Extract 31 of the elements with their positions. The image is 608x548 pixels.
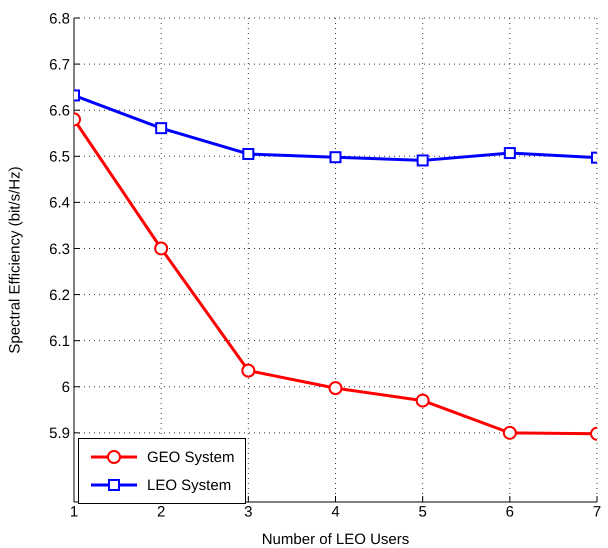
point: [416, 394, 430, 408]
y-tick-label: 6.7: [49, 56, 70, 74]
legend-label: GEO System: [147, 448, 235, 466]
point: [154, 241, 168, 256]
x-tick-label: 2: [156, 504, 166, 521]
x-tick-label: 1: [70, 504, 78, 521]
x-tick-label: 3: [244, 504, 253, 521]
point: [155, 122, 168, 134]
y-tick-label: 5.9: [49, 425, 70, 442]
y-tick-label: 6.8: [49, 10, 70, 28]
point: [502, 426, 517, 440]
y-tick-label: 6.6: [49, 102, 70, 120]
y-tick-label: 6.3: [49, 240, 70, 258]
y-axis-title: Spectral Efficiency (bit/s/Hz): [6, 166, 24, 354]
y-tick-label: 6.1: [49, 332, 70, 350]
y-tick-label: 6.4: [49, 194, 70, 212]
point: [242, 148, 254, 160]
x-tick-label: 7: [592, 504, 602, 521]
point: [241, 364, 256, 378]
point: [328, 381, 342, 396]
legend-label: LEO System: [147, 476, 232, 494]
y-tick-label: 6: [62, 379, 70, 396]
x-tick-label: 5: [418, 504, 427, 521]
y-tick-label: 6.5: [49, 148, 70, 166]
x-axis-title: Number of LEO Users: [262, 531, 410, 548]
x-tick-label: 4: [331, 504, 340, 521]
point: [416, 154, 429, 166]
point: [504, 147, 516, 160]
point: [330, 151, 342, 164]
x-tick-label: 6: [506, 504, 514, 521]
y-tick-label: 6.2: [49, 286, 70, 304]
